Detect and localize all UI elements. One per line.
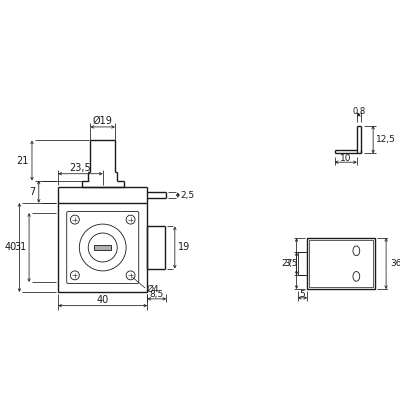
Text: 31: 31 xyxy=(14,242,26,252)
Bar xyxy=(307,238,376,289)
Bar xyxy=(58,203,147,292)
Bar xyxy=(309,240,374,287)
Text: 36: 36 xyxy=(390,259,400,268)
Text: 21: 21 xyxy=(17,156,29,166)
Text: 8,5: 8,5 xyxy=(150,290,164,298)
Text: 19: 19 xyxy=(178,242,190,252)
Text: 27: 27 xyxy=(281,259,293,268)
Text: 23,5: 23,5 xyxy=(70,163,91,173)
Text: 10: 10 xyxy=(340,154,352,163)
Text: 3,5: 3,5 xyxy=(284,259,298,268)
Bar xyxy=(298,252,307,275)
Text: 7: 7 xyxy=(30,187,36,197)
Text: Ø19: Ø19 xyxy=(93,116,113,126)
Bar xyxy=(94,245,112,250)
Text: 40: 40 xyxy=(4,242,16,252)
Text: 2,5: 2,5 xyxy=(181,191,195,200)
Text: 0,8: 0,8 xyxy=(352,106,365,116)
Text: Ø4: Ø4 xyxy=(146,284,159,294)
Text: 5: 5 xyxy=(300,290,305,298)
Text: 40: 40 xyxy=(97,295,109,305)
Text: 12,5: 12,5 xyxy=(376,135,396,144)
